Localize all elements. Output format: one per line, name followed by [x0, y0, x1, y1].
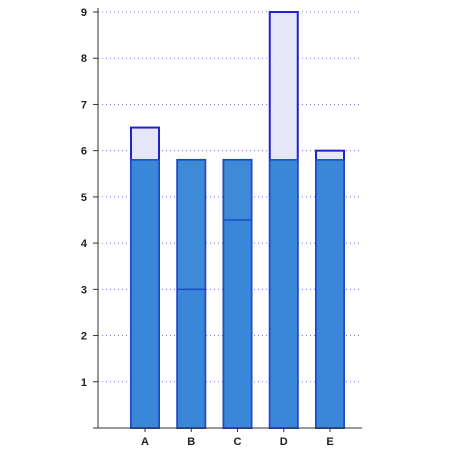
x-tick-label: E: [326, 436, 333, 448]
tick-labels: 1 2 3 4 5 6 7 8 9 A B C D E: [81, 7, 334, 448]
bars: [130, 11, 345, 430]
front-bar-C: [222, 219, 253, 429]
front-bar-B: [176, 288, 206, 429]
front-bar-D: [269, 159, 299, 429]
y-tick-label: 5: [81, 192, 87, 204]
y-tick-label: 2: [81, 331, 87, 343]
y-tick-label: 7: [81, 99, 87, 111]
x-tick-label: A: [141, 436, 149, 448]
axes: [93, 8, 362, 432]
y-tick-label: 6: [81, 146, 87, 158]
front-bar-E: [315, 159, 345, 429]
y-tick-label: 9: [81, 7, 87, 19]
x-tick-label: D: [280, 436, 288, 448]
y-tick-label: 1: [81, 377, 87, 389]
front-bar-A: [130, 159, 160, 429]
y-tick-label: 3: [81, 284, 87, 296]
x-tick-label: C: [234, 436, 242, 448]
y-tick-label: 4: [81, 238, 88, 250]
y-tick-label: 8: [81, 53, 87, 65]
x-tick-label: B: [187, 436, 195, 448]
